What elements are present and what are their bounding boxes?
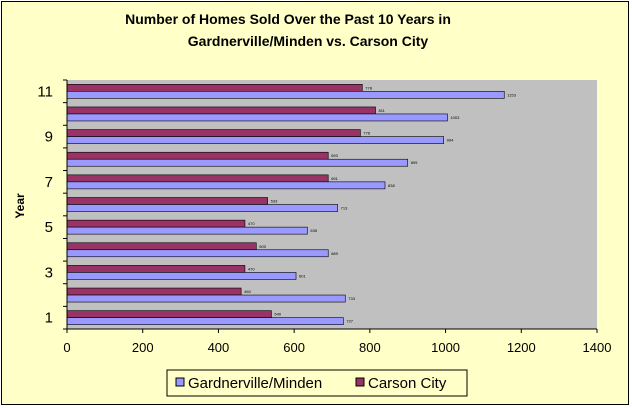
data-labels-group: 540 727 460 733 470 601 500 689 470 635 533 713 691 8… (244, 85, 516, 323)
data-label-gardnerville-year-8: 899 (411, 160, 418, 165)
bar-carson-year-4 (66, 242, 257, 251)
x-tick-label-800: 800 (359, 340, 381, 355)
bar-carson-year-2 (66, 287, 242, 296)
bar-carson-year-10 (66, 106, 376, 115)
data-label-gardnerville-year-2: 733 (348, 296, 355, 301)
data-label-carson-year-2: 460 (244, 289, 251, 294)
x-tick-label-0: 0 (63, 340, 70, 355)
x-tick-label-1200: 1200 (507, 340, 536, 355)
y-tick-label-11: 11 (37, 83, 53, 100)
data-label-carson-year-4: 500 (259, 244, 266, 249)
x-tick-label-1000: 1000 (431, 340, 460, 355)
data-label-gardnerville-year-5: 635 (310, 228, 317, 233)
bar-gardnerville-year-2 (66, 294, 346, 303)
x-axis-ticks: 0 200 400 600 800 1000 1200 1400 (63, 329, 611, 355)
legend-label-carson: Carson City (368, 375, 447, 392)
y-tick-label-3: 3 (45, 264, 53, 281)
bar-carson-year-5 (66, 219, 246, 228)
legend: Gardnerville/Minden Carson City (166, 369, 468, 397)
data-label-gardnerville-year-7: 838 (388, 183, 395, 188)
bar-gardnerville-year-6 (66, 204, 338, 212)
bar-carson-year-1 (66, 310, 272, 318)
bar-gardnerville-year-8 (66, 158, 409, 167)
y-tick-label-7: 7 (45, 174, 53, 191)
data-label-carson-year-3: 470 (248, 266, 255, 271)
bar-carson-year-9 (66, 129, 361, 137)
x-tick-label-400: 400 (208, 340, 230, 355)
data-label-carson-year-6: 533 (271, 199, 278, 204)
y-tick-label-9: 9 (45, 129, 53, 146)
data-label-gardnerville-year-4: 689 (331, 251, 338, 256)
legend-swatch-gardnerville (175, 377, 185, 387)
bar-carson-year-7 (66, 174, 329, 183)
bar-gardnerville-year-11 (66, 91, 505, 99)
data-label-gardnerville-year-1: 727 (346, 319, 353, 324)
bar-gardnerville-year-9 (66, 136, 444, 144)
y-axis-title: Year (13, 193, 27, 219)
data-label-gardnerville-year-3: 601 (299, 273, 306, 278)
data-label-gardnerville-year-10: 1003 (450, 115, 460, 120)
bar-gardnerville-year-4 (66, 249, 329, 258)
y-axis-ticks: 1 3 5 7 9 11 (37, 79, 67, 330)
bar-gardnerville-year-1 (66, 317, 344, 325)
y-tick-label-5: 5 (45, 219, 53, 236)
data-label-carson-year-1: 540 (274, 312, 281, 317)
chart-title-line-1: Number of Homes Sold Over the Past 10 Ye… (125, 11, 451, 27)
bar-gardnerville-year-7 (66, 181, 386, 190)
x-tick-label-1400: 1400 (583, 340, 612, 355)
chart-title-line-2: Gardnerville/Minden vs. Carson City (188, 33, 429, 49)
data-label-gardnerville-year-9: 994 (447, 138, 454, 143)
legend-label-gardnerville: Gardnerville/Minden (188, 375, 322, 392)
bar-carson-year-3 (66, 265, 246, 273)
bar-gardnerville-year-10 (66, 113, 448, 122)
bar-carson-year-11 (66, 84, 363, 92)
data-label-carson-year-8: 693 (331, 153, 338, 158)
data-label-carson-year-7: 691 (331, 176, 338, 181)
bar-carson-year-6 (66, 197, 268, 205)
data-label-gardnerville-year-6: 713 (341, 206, 348, 211)
legend-swatch-carson (355, 377, 365, 387)
bar-carson-year-8 (66, 151, 329, 160)
data-label-gardnerville-year-11: 1153 (507, 92, 516, 97)
data-label-carson-year-9: 776 (363, 131, 370, 136)
data-label-carson-year-10: 811 (379, 108, 386, 113)
x-tick-label-600: 600 (283, 340, 305, 355)
bar-gardnerville-year-5 (66, 226, 308, 235)
data-label-carson-year-11: 778 (365, 85, 372, 90)
y-tick-label-1: 1 (45, 310, 53, 327)
x-tick-label-200: 200 (132, 340, 154, 355)
legend-box (166, 369, 468, 397)
data-label-carson-year-5: 470 (248, 221, 255, 226)
bar-gardnerville-year-3 (66, 272, 297, 280)
